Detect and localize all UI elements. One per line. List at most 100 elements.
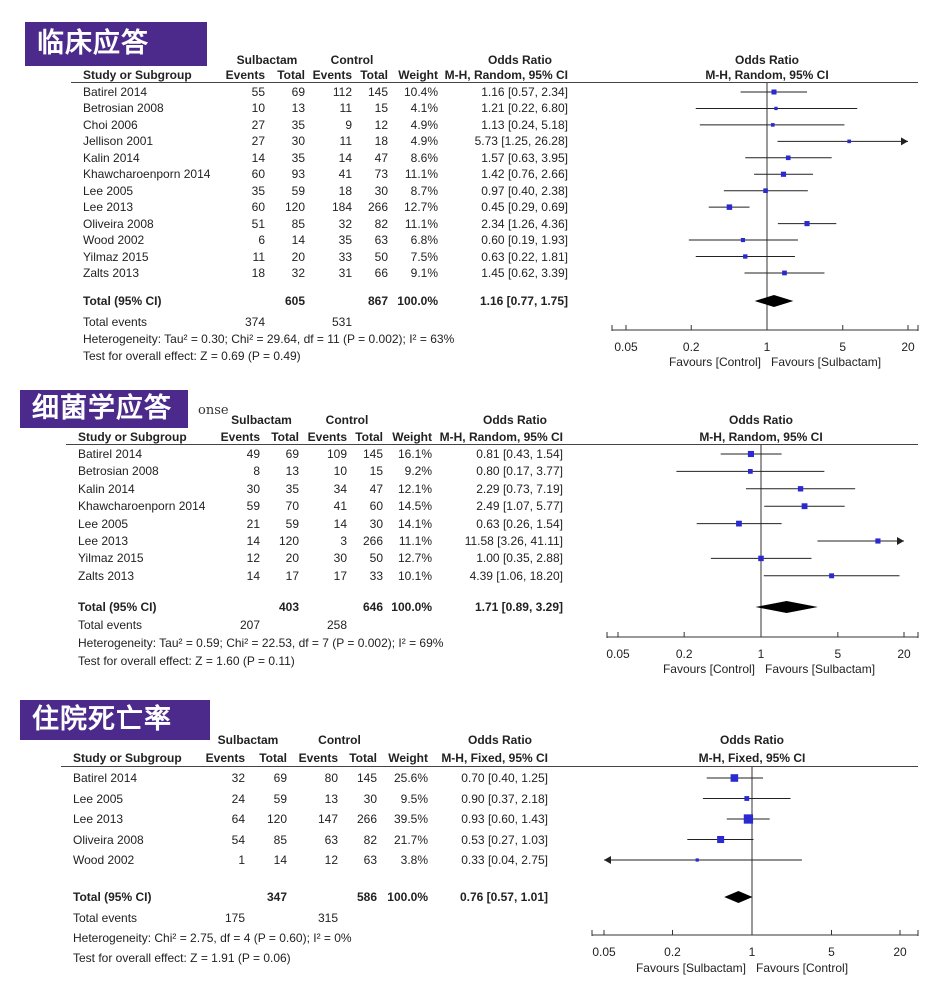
study-name: Lee 2013 [83,200,134,215]
events2-value: 33 [338,249,352,264]
study-name: Choi 2006 [83,117,138,132]
study-name: Lee 2005 [78,516,129,531]
total1-value: 120 [266,812,287,826]
study-name: Kalin 2014 [78,481,135,496]
events1-value: 18 [251,265,265,280]
events1-value: 10 [251,101,265,116]
total1-value: 17 [285,568,299,583]
point-estimate-marker [695,858,699,862]
odds-ratio-ci: 4.39 [1.06, 18.20] [469,568,563,583]
study-name: Khawcharoenporn 2014 [83,167,211,182]
total1-value: 35 [291,117,305,132]
total1-value: 605 [284,294,305,308]
total2-value: 145 [356,771,377,785]
overall-effect-test: Test for overall effect: Z = 1.91 (P = 0… [73,951,291,965]
weight-value: 12.7% [397,551,432,566]
odds-ratio-ci: 1.13 [0.24, 5.18] [481,117,568,132]
events1-value: 1 [238,853,245,867]
arrow-left-icon [604,856,611,864]
odds-ratio-ci: 0.93 [0.60, 1.43] [461,812,548,826]
axis-tick-label: 20 [901,340,915,354]
weight-value: 39.5% [393,812,428,826]
weight-value: 9.5% [400,791,428,806]
total1-value: 85 [273,832,287,847]
events2-value: 63 [324,832,338,847]
total1-value: 69 [273,771,287,785]
events2-value: 17 [333,568,347,583]
odds-ratio-ci: 0.53 [0.27, 1.03] [461,832,548,847]
weight-value: 4.9% [410,134,438,149]
axis-tick-label: 5 [839,340,847,354]
axis-tick-label: 5 [828,945,835,959]
events1-value: 27 [251,134,265,149]
weight-value: 11.1% [398,534,432,548]
total1-value: 347 [266,890,287,904]
events1-value: 32 [231,771,245,785]
odds-ratio-ci: 0.80 [0.17, 3.77] [476,464,563,479]
weight-value: 12.1% [397,481,432,496]
total1-value: 403 [278,600,299,614]
events2-value: 31 [338,265,352,280]
overall-effect-test: Test for overall effect: Z = 0.69 (P = 0… [83,349,301,363]
axis-tick-label: 20 [897,647,911,661]
study-name: Zalts 2013 [78,568,135,583]
total2-value: 145 [367,85,388,99]
odds-ratio-ci: 0.60 [0.19, 1.93] [481,233,568,248]
point-estimate-marker [780,171,787,177]
axis-tick-label: 1 [748,945,756,959]
total2-value: 30 [369,516,383,531]
weight-value: 14.5% [397,499,432,514]
total1-value: 32 [291,265,305,280]
events2-header: Events [298,751,338,765]
favours-left-label: Favours [Control] [668,355,761,369]
events2-value: 109 [326,447,347,461]
events1-value: 51 [251,216,265,231]
weight-value: 6.8% [410,233,438,248]
total-weight: 100.0% [387,890,428,904]
plot-title: Odds Ratio [734,53,799,67]
total1-value: 35 [285,481,299,496]
plot-method-header: M-H, Random, 95% CI [705,68,829,82]
point-estimate-marker [782,270,787,276]
weight-value: 14.1% [397,516,432,531]
total1-header: Total [271,430,299,444]
heterogeneity-stats: Heterogeneity: Chi² = 2.75, df = 4 (P = … [73,931,352,945]
events1-value: 11 [252,249,265,264]
events1-value: 59 [246,499,260,514]
events2-value: 10 [333,464,347,479]
events1-value: 6 [258,233,265,248]
point-estimate-marker [770,123,775,127]
total2-value: 60 [369,499,383,514]
total1-value: 35 [291,150,305,165]
events2-value: 18 [338,183,352,198]
total1-value: 93 [291,167,305,182]
axis-tick-label: 0.2 [664,945,681,959]
events2-value: 14 [333,516,347,531]
point-estimate-marker [875,538,881,544]
total2-value: 82 [363,832,377,847]
events1-value: 14 [246,534,260,548]
point-estimate-marker [829,573,835,579]
total1-value: 20 [285,551,299,566]
total-events-label: Total events [78,618,143,632]
point-estimate-marker [771,89,777,95]
total2-value: 266 [356,812,377,826]
axis-tick-label: 1 [757,647,765,661]
method-header: M-H, Random, 95% CI [444,68,568,82]
odds-ratio-ci: 11.58 [3.26, 41.11] [464,534,563,548]
plot-method-header: M-H, Random, 95% CI [699,430,823,444]
total1-header: Total [277,68,305,82]
odds-ratio-ci: 0.90 [0.37, 2.18] [461,791,548,806]
weight-value: 10.1% [397,568,432,583]
study-name: Betrosian 2008 [83,101,164,116]
point-estimate-marker [774,106,778,111]
odds-ratio-ci: 1.21 [0.22, 6.80] [481,101,568,116]
point-estimate-marker [804,221,810,227]
study-header: Study or Subgroup [78,430,187,444]
total1-value: 20 [291,249,305,264]
point-estimate-marker [847,139,851,144]
events1-value: 14 [246,568,260,583]
panel-title-badge: 临床应答 [25,22,207,66]
total2-value: 30 [363,791,377,806]
pooled-estimate-diamond [724,891,753,903]
